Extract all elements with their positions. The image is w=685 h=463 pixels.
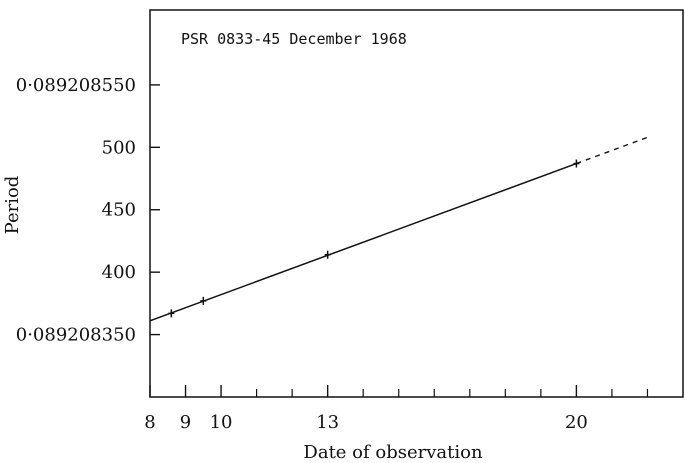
y-axis-ticks: 0·089208350 400 450 500 0·089208550 (16, 75, 160, 346)
x-tick-label: 10 (210, 412, 233, 433)
fit-line (149, 162, 577, 322)
chart-title: PSR 0833-45 December 1968 (181, 30, 407, 48)
plot-frame (149, 9, 684, 398)
x-tick-label: 20 (565, 412, 588, 433)
series-layer (149, 136, 648, 322)
y-tick-label: 0·089208350 (16, 325, 136, 346)
x-tick-label: 8 (144, 412, 155, 433)
x-axis-ticks: 8 9 10 13 20 (144, 385, 649, 433)
x-axis-label: Date of observation (303, 442, 483, 463)
x-tick-label: 13 (316, 412, 339, 433)
y-tick-label: 0·089208550 (16, 75, 136, 96)
x-tick-label: 9 (180, 412, 191, 433)
y-tick-label: 450 (102, 200, 136, 221)
extrapolation-line (576, 136, 648, 165)
y-tick-label: 400 (102, 262, 136, 283)
y-tick-label: 500 (102, 137, 136, 158)
y-axis-label: Period (2, 176, 23, 235)
